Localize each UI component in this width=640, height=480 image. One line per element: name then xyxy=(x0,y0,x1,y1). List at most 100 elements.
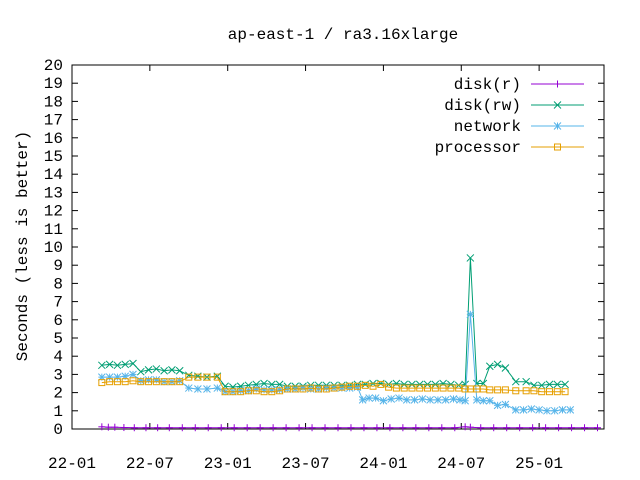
data-point xyxy=(477,424,485,432)
data-point xyxy=(334,424,342,432)
chart-title: ap-east-1 / ra3.16xlarge xyxy=(228,26,458,44)
data-point xyxy=(485,396,494,405)
data-point xyxy=(129,370,137,379)
x-tick-label: 23-01 xyxy=(204,455,252,473)
data-point xyxy=(168,365,176,374)
data-point xyxy=(361,381,369,389)
data-point xyxy=(194,373,202,381)
y-tick-label: 11 xyxy=(44,221,63,239)
data-point xyxy=(295,424,303,432)
data-point xyxy=(546,388,554,396)
data-point xyxy=(400,380,409,389)
data-point xyxy=(121,378,129,386)
data-point xyxy=(178,424,186,432)
data-point xyxy=(479,396,488,405)
data-point xyxy=(431,380,440,389)
data-point xyxy=(275,380,284,389)
data-point xyxy=(561,380,569,389)
data-point xyxy=(111,423,119,431)
data-point xyxy=(213,373,221,381)
data-point xyxy=(461,396,470,405)
data-point xyxy=(451,424,459,432)
data-point xyxy=(438,424,446,432)
data-point xyxy=(315,385,323,393)
data-point xyxy=(426,396,434,404)
data-point xyxy=(185,373,193,381)
data-point xyxy=(144,365,153,374)
x-tick-label: 24-01 xyxy=(359,455,407,473)
y-tick-label: 15 xyxy=(44,148,63,166)
data-point xyxy=(322,385,330,393)
data-point xyxy=(412,424,420,432)
data-point xyxy=(566,406,575,414)
data-point xyxy=(105,360,114,369)
data-point xyxy=(283,385,291,393)
data-point xyxy=(184,371,193,380)
data-point xyxy=(558,406,567,414)
data-point xyxy=(353,382,361,390)
data-point xyxy=(503,424,511,432)
data-point xyxy=(519,406,528,414)
data-point xyxy=(347,424,355,432)
data-point xyxy=(104,423,112,431)
data-point xyxy=(535,406,543,414)
data-point xyxy=(461,385,469,393)
data-point xyxy=(568,424,576,432)
y-tick-label: 9 xyxy=(53,257,63,275)
data-point xyxy=(371,394,380,402)
data-point xyxy=(98,423,106,431)
data-point xyxy=(395,394,403,402)
data-point xyxy=(439,384,447,392)
data-point xyxy=(441,396,450,404)
data-point xyxy=(98,379,106,387)
x-tick-label: 22-07 xyxy=(126,455,174,473)
data-point xyxy=(512,387,520,395)
data-point xyxy=(472,396,481,404)
y-tick-label: 18 xyxy=(44,93,63,111)
data-point xyxy=(415,380,424,389)
data-point xyxy=(501,400,510,409)
data-point xyxy=(165,424,173,432)
y-tick-label: 5 xyxy=(53,330,63,348)
data-point xyxy=(418,395,427,403)
y-tick-label: 16 xyxy=(44,130,63,148)
data-point xyxy=(423,380,432,389)
data-point xyxy=(176,378,184,386)
data-point xyxy=(97,361,106,370)
data-point xyxy=(360,424,368,432)
data-point xyxy=(314,381,323,390)
data-point xyxy=(538,388,546,396)
data-point xyxy=(204,424,212,432)
data-point xyxy=(175,366,184,375)
data-point xyxy=(537,381,546,390)
series-disk(r) xyxy=(98,423,602,432)
data-point xyxy=(345,384,354,392)
y-tick-label: 1 xyxy=(53,403,63,421)
data-point xyxy=(145,378,153,386)
x-tick-label: 24-07 xyxy=(437,455,485,473)
y-tick-label: 14 xyxy=(44,166,63,184)
data-point xyxy=(373,424,381,432)
data-point xyxy=(269,424,277,432)
data-point xyxy=(308,424,316,432)
data-point xyxy=(493,401,502,410)
data-point xyxy=(490,424,498,432)
data-point xyxy=(501,364,510,372)
data-point xyxy=(553,380,562,389)
data-point xyxy=(386,424,394,432)
data-point xyxy=(511,406,520,414)
series-disk(rw) xyxy=(97,254,569,391)
data-point xyxy=(424,384,432,392)
data-point xyxy=(408,384,416,392)
data-point xyxy=(527,405,536,413)
data-point xyxy=(260,386,268,394)
data-point xyxy=(244,387,252,395)
data-point xyxy=(276,387,284,395)
data-point xyxy=(144,376,153,384)
data-point xyxy=(501,386,509,394)
data-point xyxy=(529,424,537,432)
x-axis: 22-01 22-07 23-01 23-07 24-01 24-07 25-01 xyxy=(48,65,563,473)
data-point xyxy=(154,424,162,432)
data-point xyxy=(399,424,407,432)
data-point xyxy=(267,386,276,394)
